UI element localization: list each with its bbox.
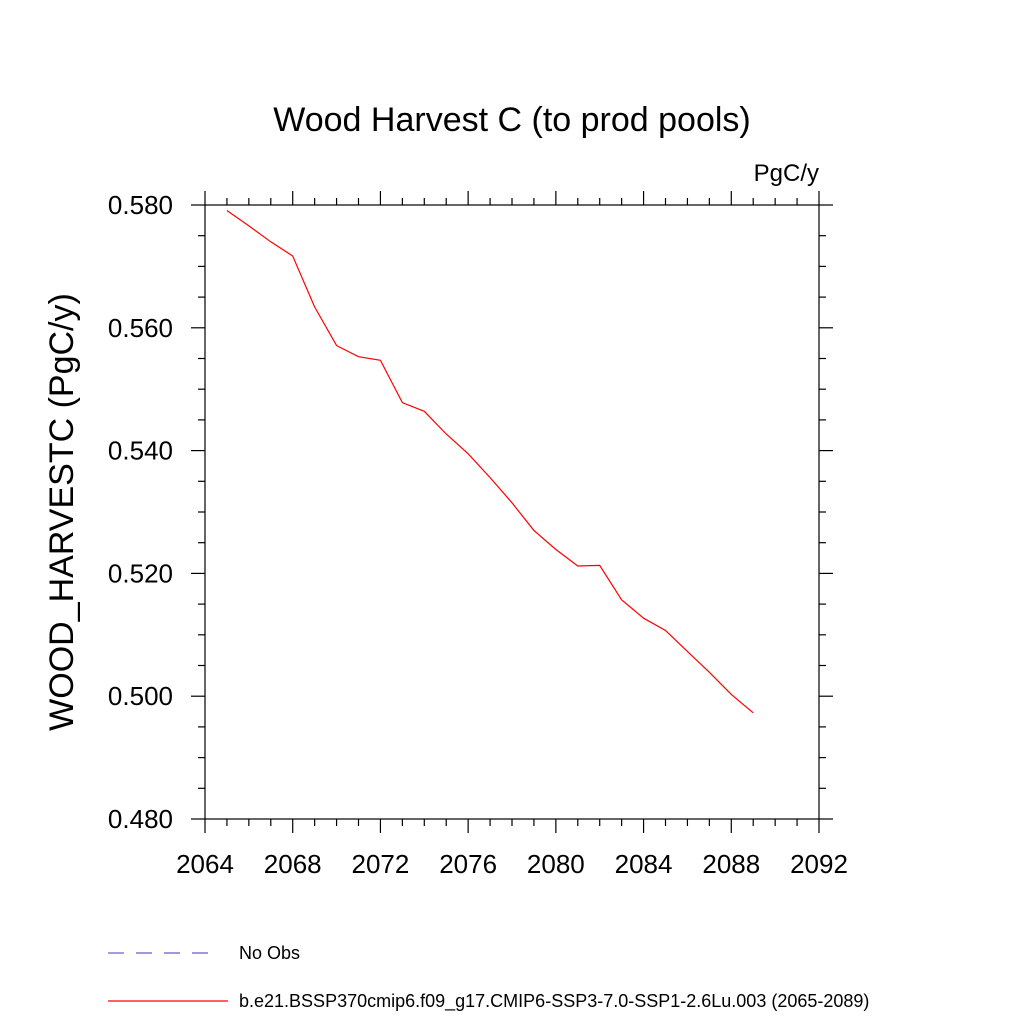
y-tick-label: 0.480	[108, 804, 173, 834]
y-tick-label: 0.520	[108, 558, 173, 588]
x-axis-ticks: 2064 2068 2072 2076 2080 2084 2088 2092	[176, 191, 848, 879]
y-axis-label: WOOD_HARVESTC (PgC/y)	[43, 293, 81, 731]
x-tick-label: 2064	[176, 849, 234, 879]
plot-frame	[204, 204, 820, 820]
y-tick-label: 0.500	[108, 681, 173, 711]
x-tick-label: 2080	[527, 849, 585, 879]
chart-title: Wood Harvest C (to prod pools)	[273, 101, 750, 139]
y-axis-ticks: 0.480 0.500 0.520 0.540 0.560 0.580	[108, 190, 833, 834]
x-tick-label: 2072	[352, 849, 410, 879]
x-tick-label: 2076	[439, 849, 497, 879]
x-tick-label: 2068	[264, 849, 322, 879]
series-layer	[226, 210, 754, 714]
y-tick-label: 0.560	[108, 313, 173, 343]
y-tick-label: 0.540	[108, 436, 173, 466]
legend-label-no-obs: No Obs	[239, 943, 300, 963]
x-tick-label: 2088	[702, 849, 760, 879]
x-tick-label: 2092	[790, 849, 848, 879]
y-tick-label: 0.580	[108, 190, 173, 220]
series-line	[226, 210, 754, 714]
legend: No Obs b.e21.BSSP370cmip6.f09_g17.CMIP6-…	[108, 943, 869, 1012]
x-tick-label: 2084	[615, 849, 673, 879]
legend-label-model-run: b.e21.BSSP370cmip6.f09_g17.CMIP6-SSP3-7.…	[239, 991, 869, 1012]
units-label: PgC/y	[754, 160, 819, 187]
